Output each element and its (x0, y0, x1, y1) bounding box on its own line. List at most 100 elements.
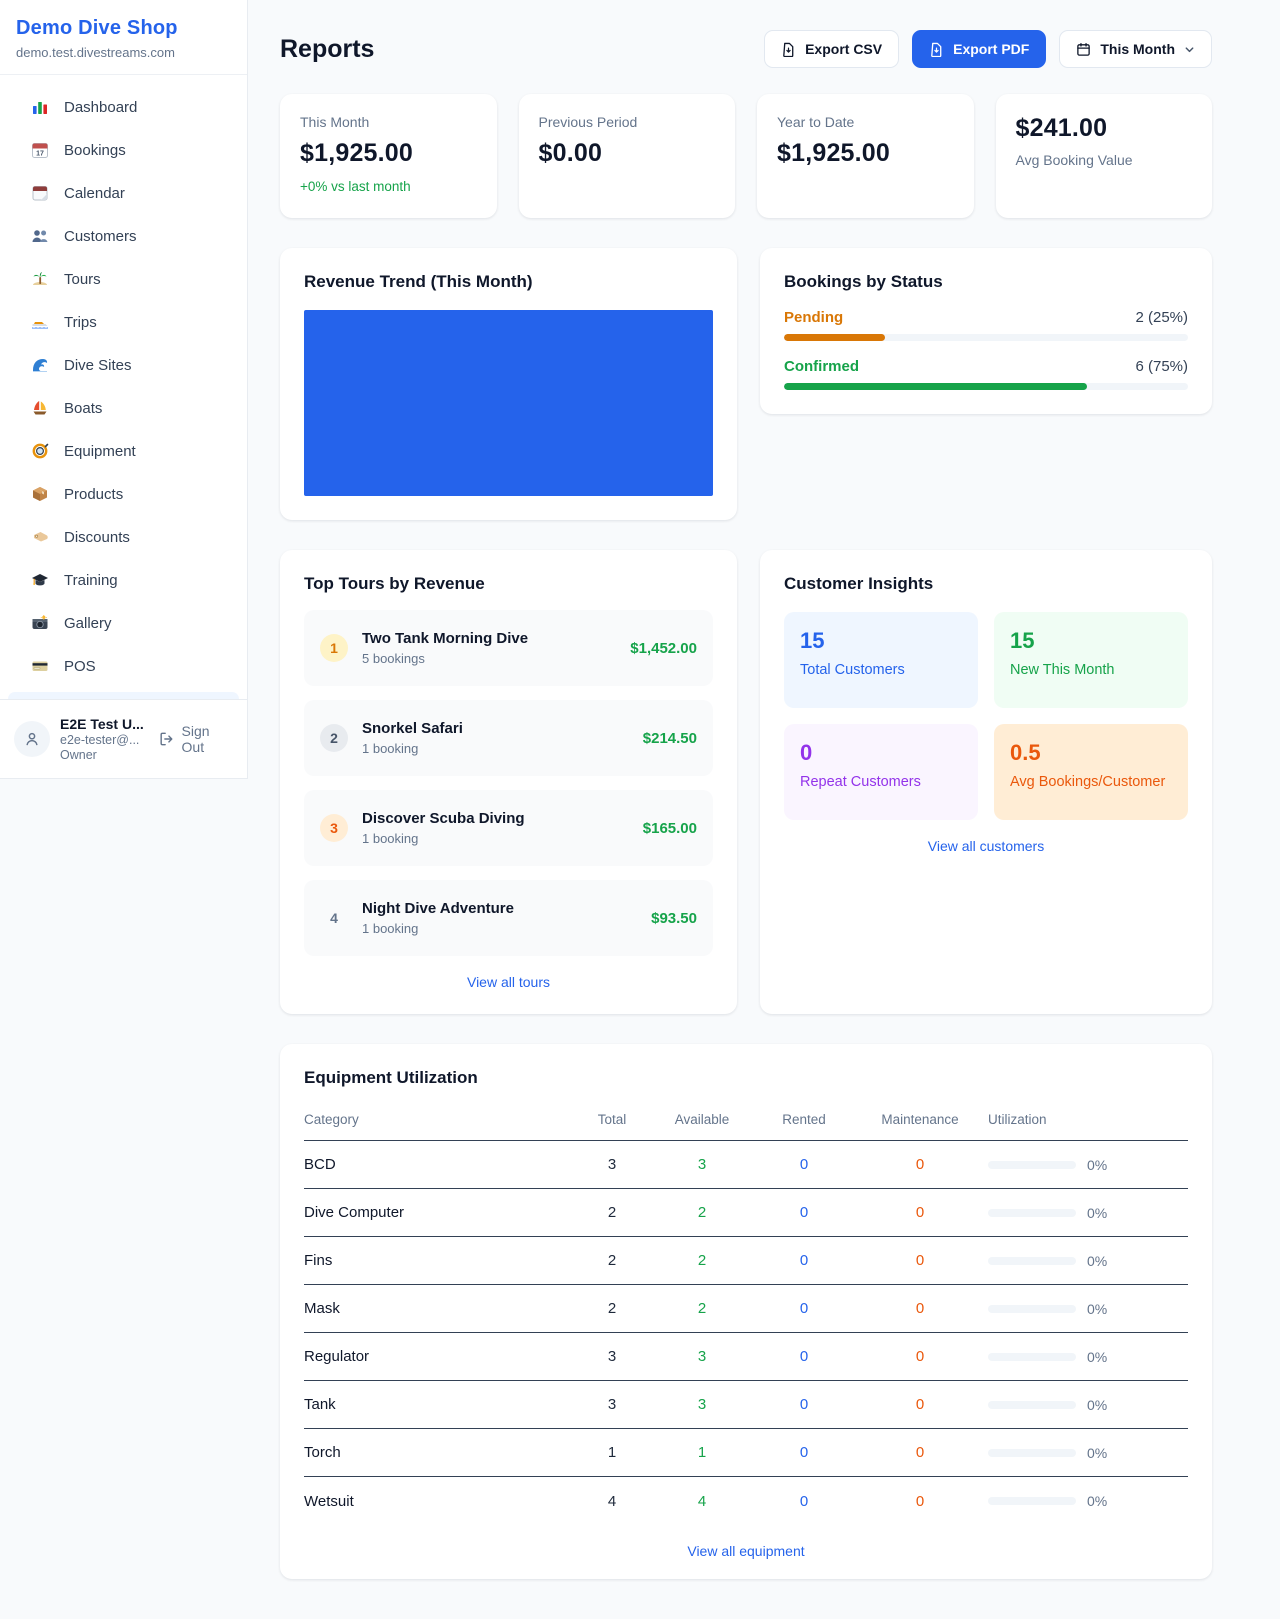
stat-value: $241.00 (1015, 114, 1108, 142)
brand-name: Demo Dive Shop (16, 17, 178, 39)
customers-icon (30, 226, 50, 246)
cell-maintenance: 0 (915, 1492, 925, 1510)
stat-card-previous-period: Previous Period $0.00 (518, 94, 735, 218)
tour-amount: $1,452.00 (630, 639, 697, 657)
sidebar-item-customers[interactable]: Customers (8, 217, 239, 255)
cell-maintenance: 0 (915, 1348, 925, 1365)
sign-out-icon (160, 732, 173, 746)
export-pdf-button[interactable]: Export PDF (912, 30, 1047, 68)
stat-label: This Month (300, 114, 370, 130)
page-header: Reports Export CSV Export PDF This Month (280, 30, 1212, 68)
cell-available: 2 (697, 1252, 707, 1269)
cell-utilization: 0% (988, 1445, 1188, 1461)
sidebar-item-label: Training (64, 571, 118, 589)
tour-row[interactable]: 1 Two Tank Morning Dive 5 bookings $1,45… (304, 610, 713, 686)
cell-utilization: 0% (988, 1397, 1188, 1413)
sidebar-item-training[interactable]: Training (8, 561, 239, 599)
tour-bookings: 5 bookings (362, 651, 425, 666)
stats-row: This Month $1,925.00 +0% vs last month P… (280, 94, 1212, 218)
insight-tile-new-this-month: 15 New This Month (994, 612, 1188, 708)
status-label: Confirmed (784, 358, 859, 375)
sidebar-item-pos[interactable]: POS (8, 647, 239, 685)
sidebar-item-label: Dive Sites (64, 356, 132, 374)
tour-row[interactable]: 2 Snorkel Safari 1 booking $214.50 (304, 700, 713, 776)
col-maintenance: Maintenance (881, 1112, 959, 1127)
sidebar-item-label: Dashboard (64, 98, 138, 116)
stat-value: $0.00 (538, 139, 603, 167)
user-info: E2E Test U... e2e-tester@... Owner (60, 716, 147, 762)
bar-chart-icon (30, 97, 50, 117)
row-equipment: Equipment Utilization Category Total Ava… (280, 1044, 1212, 1579)
file-download-icon (783, 42, 794, 57)
sign-out-label: Sign Out (181, 723, 210, 755)
tour-list: 1 Two Tank Morning Dive 5 bookings $1,45… (304, 610, 713, 956)
table-row: Dive Computer 2 2 0 0 0% (304, 1189, 1188, 1237)
cell-utilization: 0% (988, 1157, 1188, 1173)
view-all-customers-link[interactable]: View all customers (927, 838, 1045, 854)
sidebar-item-products[interactable]: Products (8, 475, 239, 513)
top-tours-title: Top Tours by Revenue (304, 574, 485, 593)
status-count: 6 (75%) (1135, 358, 1188, 375)
tour-row[interactable]: 4 Night Dive Adventure 1 booking $93.50 (304, 880, 713, 956)
stat-label: Year to Date (777, 114, 855, 130)
sidebar-item-label: Products (64, 485, 124, 503)
sidebar-item-bookings[interactable]: 17 Bookings (8, 131, 239, 169)
sidebar-item-dive-sites[interactable]: Dive Sites (8, 346, 239, 384)
bookings-by-status-card: Bookings by Status Pending 2 (25%) Confi… (760, 248, 1212, 414)
table-row: Tank 3 3 0 0 0% (304, 1381, 1188, 1429)
cell-available: 1 (697, 1444, 707, 1461)
status-progressbar (784, 383, 1188, 390)
status-row-confirmed: Confirmed 6 (75%) (784, 358, 1188, 390)
export-pdf-label: Export PDF (953, 41, 1030, 57)
view-all-tours-link[interactable]: View all tours (466, 974, 550, 990)
insight-tile-avg-bookings: 0.5 Avg Bookings/Customer (994, 724, 1188, 820)
cell-available: 2 (697, 1204, 707, 1221)
sidebar-item-trips[interactable]: Trips (8, 303, 239, 341)
cell-category: Torch (304, 1444, 341, 1461)
tour-bookings: 1 booking (362, 921, 419, 936)
tile-value: 15 (800, 628, 825, 653)
table-row: Torch 1 1 0 0 0% (304, 1429, 1188, 1477)
sidebar-item-label: Discounts (64, 528, 130, 546)
sidebar-item-tours[interactable]: Tours (8, 260, 239, 298)
user-name: E2E Test U... (60, 716, 144, 732)
revenue-trend-title: Revenue Trend (This Month) (304, 272, 533, 291)
stat-value: $1,925.00 (300, 139, 414, 167)
sign-out-button[interactable]: Sign Out (159, 723, 233, 755)
view-all-equipment-link[interactable]: View all equipment (687, 1543, 805, 1559)
page-title: Reports (280, 34, 375, 63)
export-csv-button[interactable]: Export CSV (764, 30, 900, 68)
speedboat-icon (30, 312, 50, 332)
tile-label: Avg Bookings/Customer (1010, 774, 1166, 790)
tour-name: Night Dive Adventure (362, 900, 514, 917)
tour-name: Snorkel Safari (362, 720, 463, 737)
col-available: Available (674, 1112, 730, 1127)
rank-badge: 1 (320, 634, 348, 662)
sidebar-item-dashboard[interactable]: Dashboard (8, 88, 239, 126)
tile-value: 0 (800, 740, 813, 765)
chevron-down-icon (1185, 46, 1194, 52)
sidebar-item-label: Tours (64, 270, 101, 288)
sidebar-item-label: Customers (64, 227, 137, 245)
cell-rented: 0 (799, 1396, 809, 1413)
sidebar-item-label: Calendar (64, 184, 125, 202)
sidebar-item-boats[interactable]: Boats (8, 389, 239, 427)
sidebar-item-gallery[interactable]: Gallery (8, 604, 239, 642)
table-row: Fins 2 2 0 0 0% (304, 1237, 1188, 1285)
row-insights: Top Tours by Revenue 1 Two Tank Morning … (280, 550, 1212, 1014)
cell-total: 4 (607, 1492, 617, 1510)
dive-mask-icon (30, 441, 50, 461)
cell-category: Mask (304, 1300, 340, 1317)
cell-category: BCD (304, 1156, 336, 1173)
sidebar-item-label: Trips (64, 313, 97, 331)
tour-row[interactable]: 3 Discover Scuba Diving 1 booking $165.0… (304, 790, 713, 866)
sidebar-item-equipment[interactable]: Equipment (8, 432, 239, 470)
period-dropdown[interactable]: This Month (1059, 30, 1212, 68)
sidebar-item-calendar[interactable]: Calendar (8, 174, 239, 212)
status-count: 2 (25%) (1135, 309, 1188, 326)
cell-category: Regulator (304, 1348, 370, 1365)
status-row-pending: Pending 2 (25%) (784, 309, 1188, 341)
sidebar-item-reports-partial[interactable] (8, 692, 239, 699)
rank-badge: 2 (320, 724, 348, 752)
sidebar-item-discounts[interactable]: Discounts (8, 518, 239, 556)
